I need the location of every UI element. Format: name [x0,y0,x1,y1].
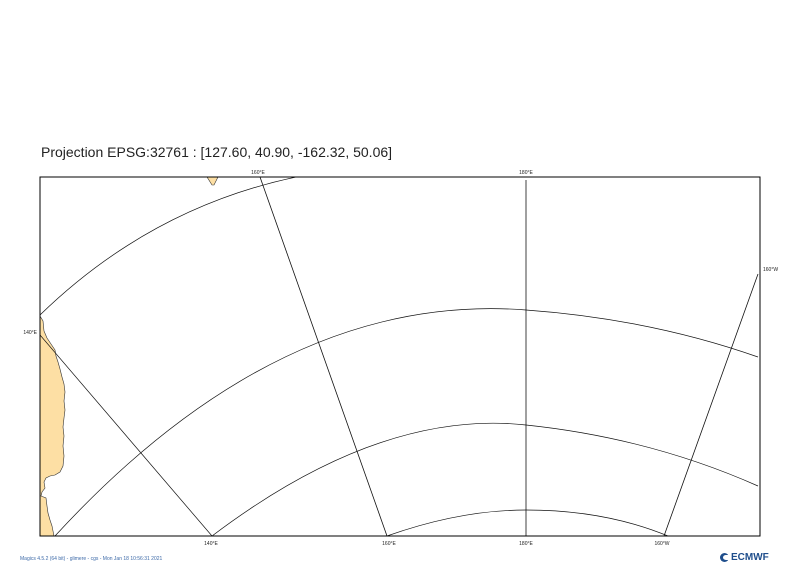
meridian-140e [40,334,213,536]
land-island [206,177,219,186]
ecmwf-logo: ECMWF [720,552,769,563]
map-frame-border [39,176,761,537]
label-top-180e: 180°E [519,170,533,176]
label-bottom-160e: 160°E [382,541,396,547]
latitude-arc-outer [40,177,297,316]
ecmwf-logo-text: ECMWF [731,552,769,563]
label-left-140e: 140°E [23,330,37,336]
label-bottom-180e: 180°E [519,541,533,547]
latitude-arc-1 [54,308,759,536]
land-australia [40,315,66,536]
meridian-160w [663,273,759,536]
label-bottom-140e: 140°E [204,541,218,547]
label-top-160e: 160°E [251,170,265,176]
map-frame-background [40,177,760,536]
ecmwf-logo-icon [720,553,729,562]
footer-text: Magics 4.5.2 (64 bit) - glimere - cgs - … [20,556,163,562]
label-right-160w: 160°W [763,267,778,273]
map-title: Projection EPSG:32761 : [127.60, 40.90, … [41,144,393,160]
label-bottom-160w: 160°W [654,541,669,547]
latitude-arc-2 [211,422,759,536]
meridian-160e [259,177,388,536]
